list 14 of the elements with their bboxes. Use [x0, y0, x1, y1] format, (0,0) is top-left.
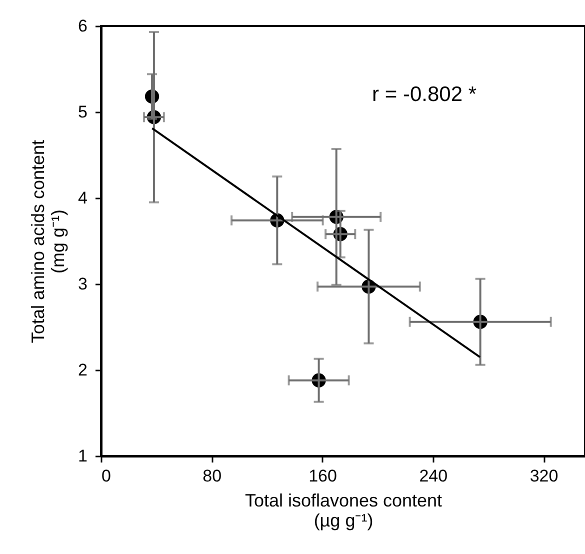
y-tick-label: 4: [78, 188, 88, 208]
annotation: r = -0.802 *: [372, 82, 477, 106]
x-tick-label: 80: [202, 466, 222, 486]
x-tick-label: 240: [419, 466, 448, 486]
x-tick-label: 320: [530, 466, 558, 486]
x-axis-title: Total isoflavones content (µg g⁻¹): [244, 490, 442, 530]
y-axis-title: Total amino acids content (mg g⁻¹): [28, 140, 68, 344]
y-tick-label: 3: [78, 274, 88, 294]
y-tick-label: 6: [78, 16, 88, 36]
x-tick-label: 0: [102, 466, 111, 486]
y-tick-label: 5: [78, 102, 88, 122]
x-tick-label: 160: [308, 466, 337, 486]
y-tick-label: 1: [78, 446, 88, 466]
y-tick-label: 2: [78, 360, 88, 380]
